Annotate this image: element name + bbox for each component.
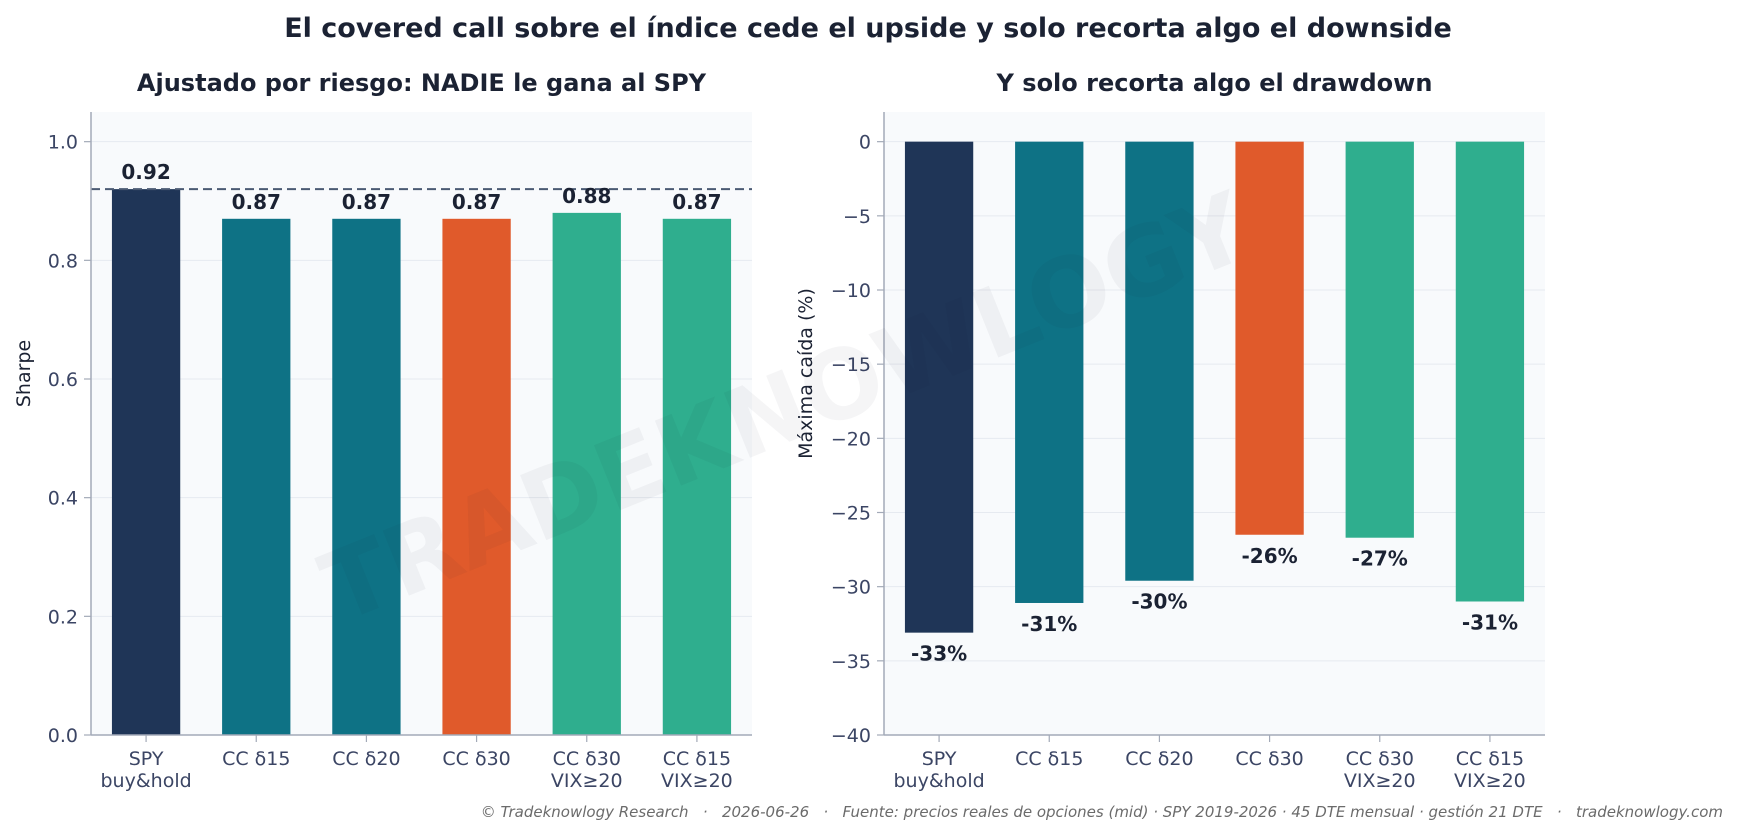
sharpe-x-tick-label: VIX≥20 <box>551 770 623 792</box>
drawdown-data-label: -27% <box>1352 547 1408 571</box>
drawdown-y-ticks: 0 −5 −10 −15 −20 −25 −30 −35 −40 <box>831 132 884 747</box>
drawdown-x-tick-label: CC δ20 <box>1125 748 1193 770</box>
sharpe-data-label: 0.87 <box>342 190 391 214</box>
drawdown-x-tick-label: CC δ15 <box>1456 748 1524 770</box>
drawdown-y-tick-label: −10 <box>831 280 871 302</box>
sharpe-bar <box>222 218 291 736</box>
sharpe-plot-area <box>91 112 752 735</box>
drawdown-bar <box>1015 141 1084 603</box>
drawdown-y-tick-label: −35 <box>831 651 871 673</box>
drawdown-y-axis-label: Máxima caída (%) <box>795 288 817 459</box>
drawdown-data-label: -31% <box>1021 612 1077 636</box>
drawdown-x-tick-label: CC δ30 <box>1235 748 1303 770</box>
sharpe-y-axis-label: Sharpe <box>13 340 35 407</box>
drawdown-x-tick-label: VIX≥20 <box>1454 770 1526 792</box>
drawdown-x-tick-label: CC δ30 <box>1346 748 1414 770</box>
sharpe-data-label: 0.88 <box>562 184 611 208</box>
sharpe-bar <box>111 189 181 736</box>
drawdown-x-tick-label: SPY <box>922 748 957 770</box>
sharpe-bar <box>662 218 732 736</box>
sharpe-bars <box>111 189 732 736</box>
drawdown-data-labels: -33% -31% -30% -26% -27% -31% <box>911 544 1518 666</box>
sharpe-bar <box>332 218 401 736</box>
sharpe-chart-title: Ajustado por riesgo: NADIE le gana al SP… <box>137 69 707 97</box>
drawdown-y-tick-label: −30 <box>831 577 871 599</box>
drawdown-bar <box>1235 141 1304 535</box>
sharpe-x-tick-label: SPY <box>129 748 164 770</box>
sharpe-bar <box>442 218 511 736</box>
drawdown-chart: -33% -31% -30% -26% -27% -31% 0 −5 −10 −15 −20 −25… <box>795 69 1545 792</box>
sharpe-data-label: 0.92 <box>121 160 170 184</box>
drawdown-data-label: -33% <box>911 642 967 666</box>
sharpe-y-tick-label: 0.0 <box>48 725 78 747</box>
drawdown-bar <box>1345 141 1414 538</box>
sharpe-x-tick-label: CC δ30 <box>553 748 621 770</box>
drawdown-bar <box>1455 141 1525 602</box>
sharpe-y-tick-label: 0.2 <box>48 606 78 628</box>
drawdown-chart-title: Y solo recorta algo el drawdown <box>996 69 1433 97</box>
drawdown-bars <box>904 141 1525 633</box>
sharpe-y-tick-label: 1.0 <box>48 132 78 154</box>
sharpe-y-tick-label: 0.4 <box>48 488 78 510</box>
drawdown-y-tick-label: −20 <box>831 428 871 450</box>
footer-credit: © Tradeknowlogy Research · 2026-06-26 · … <box>481 803 1723 821</box>
drawdown-bar <box>1125 141 1194 581</box>
sharpe-data-label: 0.87 <box>672 190 721 214</box>
drawdown-y-tick-label: 0 <box>859 132 871 154</box>
sharpe-x-tick-label: CC δ15 <box>222 748 290 770</box>
sharpe-axes <box>90 112 752 736</box>
sharpe-x-tick-label: buy&hold <box>100 770 191 792</box>
sharpe-x-tick-label: CC δ20 <box>332 748 400 770</box>
drawdown-y-tick-label: −5 <box>843 206 871 228</box>
drawdown-data-label: -26% <box>1241 544 1297 568</box>
drawdown-y-tick-label: −25 <box>831 503 871 525</box>
sharpe-y-ticks: 0.0 0.2 0.4 0.6 0.8 1.0 <box>48 132 91 747</box>
drawdown-bar <box>904 141 974 633</box>
sharpe-x-tick-label: CC δ15 <box>663 748 731 770</box>
sharpe-x-tick-label: CC δ30 <box>442 748 510 770</box>
drawdown-data-label: -31% <box>1462 611 1518 635</box>
sharpe-data-label: 0.87 <box>232 190 281 214</box>
sharpe-y-tick-label: 0.8 <box>48 250 78 272</box>
drawdown-y-tick-label: −40 <box>831 725 871 747</box>
sharpe-y-tick-label: 0.6 <box>48 369 78 391</box>
drawdown-x-tick-label: buy&hold <box>893 770 984 792</box>
sharpe-bar <box>552 212 621 735</box>
sharpe-chart: 0.92 0.87 0.87 0.87 0.88 0.87 0.0 0.2 0.4 0.6 0.8… <box>13 69 752 792</box>
sharpe-data-label: 0.87 <box>452 190 501 214</box>
drawdown-data-label: -30% <box>1131 590 1187 614</box>
sharpe-x-tick-label: VIX≥20 <box>661 770 733 792</box>
drawdown-x-tick-label: VIX≥20 <box>1344 770 1416 792</box>
drawdown-x-tick-label: CC δ15 <box>1015 748 1083 770</box>
sharpe-data-labels: 0.92 0.87 0.87 0.87 0.88 0.87 <box>121 160 721 214</box>
drawdown-y-tick-label: −15 <box>831 354 871 376</box>
figure-title: El covered call sobre el índice cede el … <box>284 13 1452 44</box>
